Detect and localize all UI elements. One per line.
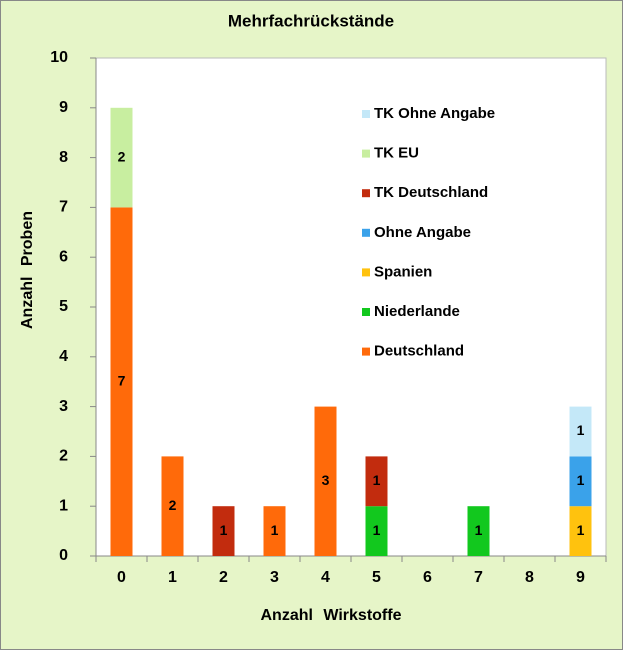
legend-label: TK Ohne Angabe bbox=[374, 105, 495, 122]
data-label: 1 bbox=[373, 522, 381, 538]
legend-label: Deutschland bbox=[374, 343, 464, 360]
bar-segment bbox=[161, 456, 184, 556]
data-label: 2 bbox=[118, 148, 126, 164]
y-tick-label: 8 bbox=[59, 149, 68, 166]
legend-label: Spanien bbox=[374, 263, 432, 280]
bar-segment bbox=[314, 406, 337, 556]
y-tick-label: 2 bbox=[59, 448, 68, 465]
x-tick-label: 2 bbox=[219, 569, 228, 586]
data-label: 1 bbox=[577, 522, 585, 538]
legend-swatch bbox=[362, 189, 370, 198]
x-axis-label: Anzahl Wirkstoffe bbox=[261, 607, 402, 624]
y-tick-label: 6 bbox=[59, 248, 68, 265]
x-tick-label: 8 bbox=[525, 569, 534, 586]
bar-segment bbox=[365, 506, 388, 556]
legend-swatch bbox=[362, 268, 370, 277]
y-tick-label: 1 bbox=[59, 497, 68, 514]
legend-swatch bbox=[362, 149, 370, 158]
bar-segment bbox=[569, 506, 592, 556]
y-tick-label: 3 bbox=[59, 398, 68, 415]
data-label: 1 bbox=[373, 472, 381, 488]
bar-segment bbox=[569, 406, 592, 457]
bar-segment bbox=[212, 506, 235, 556]
data-label: 1 bbox=[271, 522, 279, 538]
y-axis-label: Anzahl Proben bbox=[19, 211, 36, 329]
legend-label: Ohne Angabe bbox=[374, 224, 471, 241]
x-tick-label: 6 bbox=[423, 569, 432, 586]
y-tick-label: 0 bbox=[59, 547, 68, 564]
x-tick-label: 5 bbox=[372, 569, 381, 586]
legend-label: Niederlande bbox=[374, 303, 460, 320]
data-label: 3 bbox=[322, 472, 330, 488]
data-label: 7 bbox=[118, 372, 126, 388]
legend-swatch bbox=[362, 228, 370, 237]
data-label: 1 bbox=[577, 472, 585, 488]
legend-swatch bbox=[362, 347, 370, 356]
y-tick-label: 9 bbox=[59, 99, 68, 116]
legend-label: TK Deutschland bbox=[374, 184, 488, 201]
data-label: 1 bbox=[475, 522, 483, 538]
y-tick-label: 5 bbox=[59, 298, 68, 315]
chart-title: Mehrfachrückstände bbox=[228, 11, 394, 30]
data-label: 1 bbox=[220, 522, 228, 538]
bar-segment bbox=[110, 207, 133, 556]
y-tick-label: 10 bbox=[50, 49, 68, 66]
legend-swatch bbox=[362, 308, 370, 316]
x-tick-label: 3 bbox=[270, 569, 279, 586]
bar-segment bbox=[365, 456, 388, 507]
x-tick-label: 7 bbox=[474, 569, 483, 586]
legend-swatch bbox=[362, 110, 370, 118]
x-tick-label: 0 bbox=[117, 569, 126, 586]
bar-segment bbox=[110, 107, 133, 208]
legend-label: TK EU bbox=[374, 145, 419, 162]
data-label: 2 bbox=[169, 497, 177, 513]
x-tick-label: 1 bbox=[168, 569, 177, 586]
bar-segment bbox=[263, 506, 286, 556]
x-tick-label: 4 bbox=[321, 569, 330, 586]
bar-segment bbox=[569, 456, 592, 507]
x-tick-label: 9 bbox=[576, 569, 585, 586]
data-label: 1 bbox=[577, 422, 585, 438]
y-tick-label: 7 bbox=[59, 199, 68, 216]
bar-segment bbox=[467, 506, 490, 556]
y-tick-label: 4 bbox=[59, 348, 68, 365]
